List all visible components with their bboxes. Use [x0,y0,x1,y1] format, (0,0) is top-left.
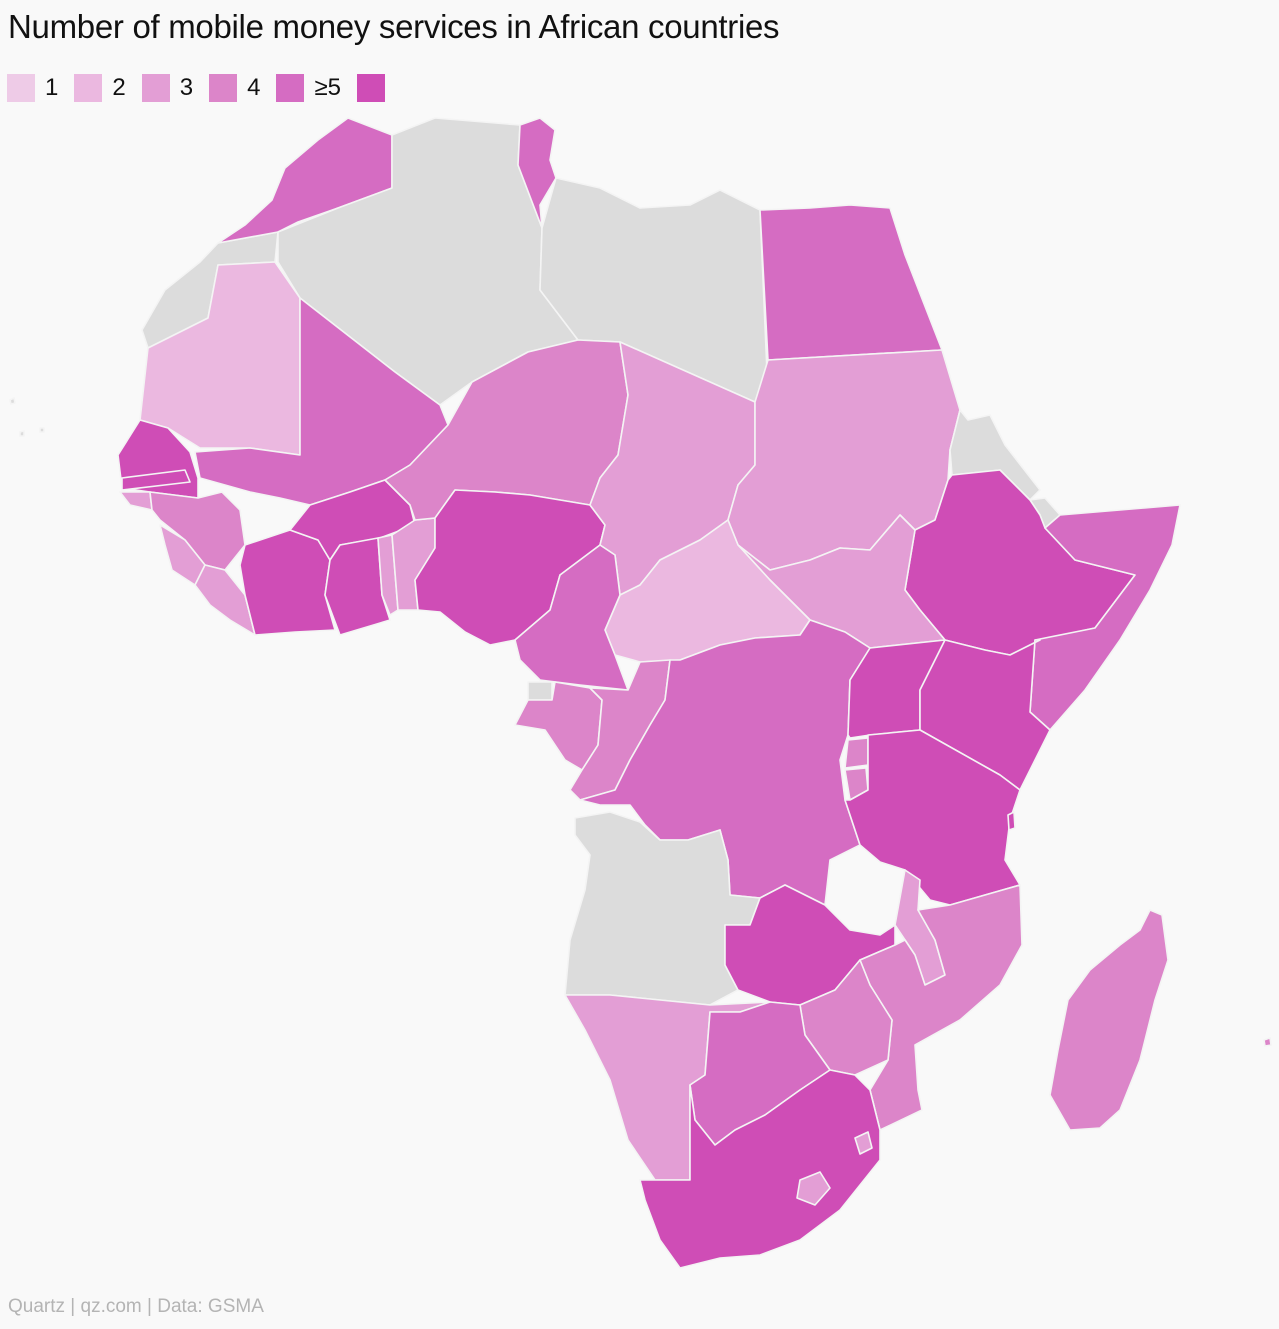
country-ghana [324,537,391,636]
country-eswatini [854,1131,873,1155]
country-gambia [121,469,191,491]
island-cape-verde [9,397,45,437]
country-tanzania [844,729,1021,906]
legend-swatch [141,74,170,102]
legend-label: 2 [112,74,126,101]
legend-label: 3 [179,74,194,101]
source-note: Quartz | qz.com | Data: GSMA [8,1296,264,1317]
country-guinea-bissau [119,491,153,511]
legend-item-5: ≥5 [276,74,345,102]
country-madagascar [1049,909,1169,1131]
legend-swatch [7,74,35,102]
legend-swatch [74,74,103,102]
legend-item-6 [356,74,385,102]
legend-swatch [276,74,305,102]
legend-label: 4 [247,74,261,101]
legend-swatch [356,74,385,102]
country-kenya [919,639,1051,791]
legend: 1 2 3 4 ≥5 [7,73,397,103]
legend-swatch [209,74,238,102]
island-mauritius [1263,1037,1272,1047]
country-cameroon [514,544,629,691]
country-rwanda [844,737,869,769]
legend-item-3: 3 [141,74,197,102]
country-equatorial-guinea [527,681,553,701]
country-lesotho [796,1171,831,1206]
country-eritrea [949,409,1041,501]
country-south-africa [639,1069,881,1269]
country-egypt [759,204,943,361]
island-zanzibar [1007,811,1016,831]
legend-item-1: 1 [7,74,62,102]
country-mauritania [139,261,301,456]
legend-label: 1 [45,74,59,101]
chart-title: Number of mobile money services in Afric… [8,8,780,45]
country-somalia [1029,504,1181,731]
legend-label: ≥5 [314,74,341,101]
legend-item-2: 2 [74,74,129,102]
legend-item-4: 4 [209,74,264,102]
